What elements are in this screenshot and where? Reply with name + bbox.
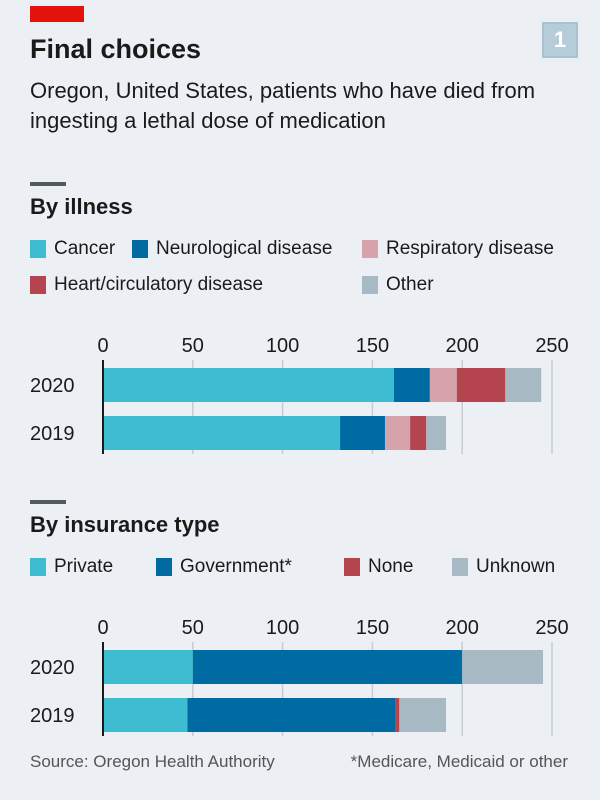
bar-segment-unknown-2019 — [399, 698, 447, 732]
x-tick-label: 50 — [182, 335, 204, 357]
chart-number-badge: 1 — [542, 22, 578, 58]
category-label: 2019 — [30, 705, 75, 727]
legend-swatch — [30, 240, 46, 258]
x-tick-label: 250 — [535, 617, 568, 639]
bar-segment-unknown-2020 — [462, 650, 544, 684]
footnote-asterisk: *Medicare, Medicaid or other — [350, 752, 568, 771]
bar-segment-government-2020 — [192, 650, 463, 684]
bar-segment-other-2019 — [426, 416, 447, 450]
legend-label: Private — [54, 556, 114, 577]
legend-label: Government* — [180, 556, 292, 577]
legend-item-cancer: Cancer — [30, 238, 115, 260]
legend-swatch — [156, 558, 172, 576]
category-label: 2020 — [30, 375, 75, 397]
section-title-illness: By illness — [30, 194, 133, 219]
chart-insurance: 0 50 100 150 200 250 2020 2019 — [30, 617, 569, 736]
x-tick-label: 0 — [97, 617, 108, 639]
legend-item-heart-circulatory-disease: Heart/circulatory disease — [30, 274, 263, 296]
legend-label: None — [368, 556, 414, 577]
legend-item-other: Other — [362, 274, 434, 296]
bar-segment-respiratory-disease-2020 — [429, 368, 457, 402]
source-note: Source: Oregon Health Authority — [30, 752, 275, 771]
legend-item-government: Government* — [156, 556, 292, 578]
legend-label: Respiratory disease — [386, 238, 554, 259]
bar-segment-neurological-disease-2019 — [340, 416, 385, 450]
legend-label: Other — [386, 274, 434, 295]
legend-label: Heart/circulatory disease — [54, 274, 264, 295]
x-tick-label: 250 — [535, 335, 568, 357]
legend-insurance: Private Government* None Unknown — [30, 556, 580, 620]
legend-label: Unknown — [476, 556, 556, 577]
bar-segment-neurological-disease-2020 — [393, 368, 430, 402]
section-title-insurance: By insurance type — [30, 512, 220, 537]
section-rule-illness — [30, 182, 66, 186]
x-tick-label: 150 — [356, 617, 389, 639]
chart-illness: 0 50 100 150 200 250 2020 2019 — [30, 335, 569, 454]
legend-illness: Cancer Neurological disease Respiratory di… — [30, 238, 580, 302]
legend-swatch — [30, 558, 46, 576]
legend-swatch — [362, 240, 378, 258]
legend-swatch — [362, 276, 378, 294]
category-label: 2020 — [30, 657, 75, 679]
x-tick-label: 50 — [182, 617, 204, 639]
legend-item-none: None — [344, 556, 413, 578]
x-tick-label: 150 — [356, 335, 389, 357]
legend-label: Neurological disease — [156, 238, 333, 259]
legend-swatch — [132, 240, 148, 258]
legend-item-unknown: Unknown — [452, 556, 555, 578]
category-label: 2019 — [30, 423, 75, 445]
bar-segment-heart-circulatory-disease-2020 — [456, 368, 506, 402]
chart-title: Final choices — [30, 34, 202, 64]
legend-item-respiratory-disease: Respiratory disease — [362, 238, 554, 260]
legend-swatch — [452, 558, 468, 576]
legend-item-private: Private — [30, 556, 113, 578]
brand-red-tag — [30, 6, 84, 22]
legend-item-neurological-disease: Neurological disease — [132, 238, 332, 260]
bar-segment-private-2019 — [103, 698, 188, 732]
bar-segment-heart-circulatory-disease-2019 — [410, 416, 427, 450]
bar-segment-cancer-2020 — [103, 368, 394, 402]
x-tick-label: 100 — [266, 335, 299, 357]
section-rule-insurance — [30, 500, 66, 504]
legend-label: Cancer — [54, 238, 116, 259]
x-tick-label: 0 — [97, 335, 108, 357]
bar-segment-respiratory-disease-2019 — [384, 416, 411, 450]
chart-subtitle: Oregon, United States, patients who have… — [30, 78, 536, 133]
bar-segment-government-2019 — [187, 698, 396, 732]
x-tick-label: 100 — [266, 617, 299, 639]
x-tick-label: 200 — [446, 335, 479, 357]
legend-swatch — [344, 558, 360, 576]
bar-segment-none-2019 — [395, 698, 400, 732]
legend-swatch — [30, 276, 46, 294]
bar-segment-private-2020 — [103, 650, 193, 684]
bar-segment-cancer-2019 — [103, 416, 341, 450]
x-tick-label: 200 — [446, 617, 479, 639]
bar-segment-other-2020 — [505, 368, 542, 402]
